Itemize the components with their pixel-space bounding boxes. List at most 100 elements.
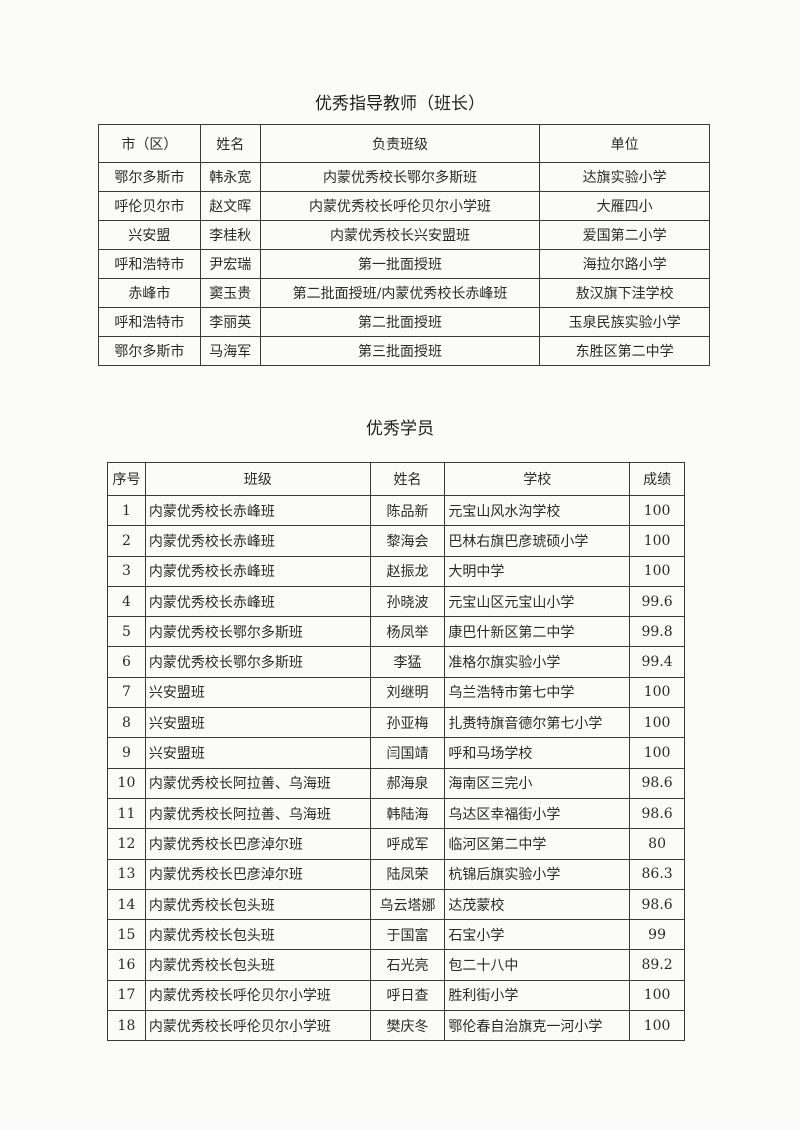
cell-school: 扎赉特旗音德尔第七小学 [444,707,631,739]
cell-score: 100 [629,555,685,587]
header-class: 负责班级 [259,124,541,163]
cell-school: 准格尔旗实验小学 [444,646,631,678]
cell-class: 内蒙优秀校长赤峰班 [144,525,371,557]
cell-city: 呼和浩特市 [98,249,201,279]
cell-city: 鄂尔多斯市 [98,162,201,192]
cell-class: 内蒙优秀校长巴彦淖尔班 [144,828,371,860]
teachers-table: 市（区） 姓名 负责班级 单位 鄂尔多斯市 韩永宽 内蒙优秀校长鄂尔多斯班 达旗实验小学 呼伦… [98,124,710,366]
table-row: 呼伦贝尔市 赵文晖 内蒙优秀校长呼伦贝尔小学班 大雁四小 [98,191,710,221]
cell-class: 内蒙优秀校长巴彦淖尔班 [144,858,371,890]
cell-index: 12 [107,828,146,860]
cell-index: 14 [107,888,146,921]
cell-city: 鄂尔多斯市 [98,336,201,366]
cell-index: 4 [107,585,146,618]
cell-school: 乌达区幸福街小学 [444,797,631,830]
cell-score: 99 [629,919,685,951]
cell-school: 大明中学 [444,555,631,587]
cell-school: 海南区三完小 [444,767,631,799]
cell-unit: 达旗实验小学 [539,162,710,192]
cell-name: 韩陆海 [369,797,446,830]
table-row: 鄂尔多斯市 韩永宽 内蒙优秀校长鄂尔多斯班 达旗实验小学 [98,162,710,192]
cell-name: 尹宏瑞 [199,249,261,279]
teachers-header-row: 市（区） 姓名 负责班级 单位 [98,124,710,163]
students-title: 优秀学员 [366,419,434,439]
table-row: 17 内蒙优秀校长呼伦贝尔小学班 呼日查 胜利街小学 100 [107,979,685,1012]
cell-city: 兴安盟 [98,220,201,250]
cell-class: 第一批面授班 [259,249,541,279]
cell-class: 内蒙优秀校长包头班 [144,919,371,951]
cell-name: 郝海泉 [369,767,446,799]
cell-score: 100 [629,525,685,557]
table-row: 兴安盟 李桂秋 内蒙优秀校长兴安盟班 爱国第二小学 [98,220,710,250]
table-row: 13 内蒙优秀校长巴彦淖尔班 陆凤荣 杭锦后旗实验小学 86.3 [107,858,685,890]
cell-school: 鄂伦春自治旗克一河小学 [444,1010,631,1042]
cell-index: 6 [107,646,146,678]
table-row: 5 内蒙优秀校长鄂尔多斯班 杨凤举 康巴什新区第二中学 99.8 [107,616,685,648]
header-unit: 单位 [539,124,710,163]
cell-index: 7 [107,676,146,709]
header-class: 班级 [144,462,371,496]
cell-name: 乌云塔娜 [369,888,446,921]
cell-name: 陆凤荣 [369,858,446,890]
table-row: 18 内蒙优秀校长呼伦贝尔小学班 樊庆冬 鄂伦春自治旗克一河小学 100 [107,1010,685,1042]
cell-index: 3 [107,555,146,587]
cell-city: 呼和浩特市 [98,307,201,337]
cell-score: 100 [629,737,685,769]
cell-school: 杭锦后旗实验小学 [444,858,631,890]
cell-score: 100 [629,1010,685,1042]
cell-class: 内蒙优秀校长鄂尔多斯班 [259,162,541,192]
cell-class: 内蒙优秀校长赤峰班 [144,494,371,527]
cell-index: 15 [107,919,146,951]
cell-name: 马海军 [199,336,261,366]
table-row: 鄂尔多斯市 马海军 第三批面授班 东胜区第二中学 [98,336,710,366]
cell-score: 98.6 [629,767,685,799]
cell-score: 100 [629,494,685,527]
table-row: 6 内蒙优秀校长鄂尔多斯班 李猛 准格尔旗实验小学 99.4 [107,646,685,678]
cell-school: 达茂蒙校 [444,888,631,921]
header-name: 姓名 [199,124,261,163]
cell-unit: 敖汉旗下洼学校 [539,278,710,308]
cell-school: 临河区第二中学 [444,828,631,860]
cell-score: 86.3 [629,858,685,890]
cell-index: 16 [107,949,146,981]
cell-city: 赤峰市 [98,278,201,308]
cell-school: 呼和马场学校 [444,737,631,769]
cell-class: 兴安盟班 [144,737,371,769]
cell-name: 闫国靖 [369,737,446,769]
cell-name: 呼成军 [369,828,446,860]
cell-name: 孙亚梅 [369,707,446,739]
cell-score: 98.6 [629,797,685,830]
cell-name: 杨凤举 [369,616,446,648]
cell-name: 黎海会 [369,525,446,557]
header-city: 市（区） [98,124,201,163]
cell-name: 于国富 [369,919,446,951]
table-row: 12 内蒙优秀校长巴彦淖尔班 呼成军 临河区第二中学 80 [107,828,685,860]
cell-name: 刘继明 [369,676,446,709]
cell-index: 10 [107,767,146,799]
cell-index: 13 [107,858,146,890]
table-row: 16 内蒙优秀校长包头班 石光亮 包二十八中 89.2 [107,949,685,981]
table-row: 11 内蒙优秀校长阿拉善、乌海班 韩陆海 乌达区幸福街小学 98.6 [107,797,685,830]
header-index: 序号 [107,462,146,496]
cell-school: 巴林右旗巴彦琥硕小学 [444,525,631,557]
cell-score: 100 [629,676,685,709]
cell-unit: 大雁四小 [539,191,710,221]
table-row: 9 兴安盟班 闫国靖 呼和马场学校 100 [107,737,685,769]
cell-index: 17 [107,979,146,1012]
cell-school: 胜利街小学 [444,979,631,1012]
cell-class: 内蒙优秀校长包头班 [144,888,371,921]
cell-score: 100 [629,707,685,739]
cell-name: 李桂秋 [199,220,261,250]
cell-unit: 东胜区第二中学 [539,336,710,366]
cell-name: 呼日查 [369,979,446,1012]
table-row: 8 兴安盟班 孙亚梅 扎赉特旗音德尔第七小学 100 [107,707,685,739]
cell-index: 9 [107,737,146,769]
table-row: 呼和浩特市 李丽英 第二批面授班 玉泉民族实验小学 [98,307,710,337]
cell-class: 内蒙优秀校长呼伦贝尔小学班 [259,191,541,221]
cell-school: 包二十八中 [444,949,631,981]
students-header-row: 序号 班级 姓名 学校 成绩 [107,462,685,496]
cell-index: 2 [107,525,146,557]
cell-class: 内蒙优秀校长包头班 [144,949,371,981]
table-row: 3 内蒙优秀校长赤峰班 赵振龙 大明中学 100 [107,555,685,587]
cell-index: 11 [107,797,146,830]
